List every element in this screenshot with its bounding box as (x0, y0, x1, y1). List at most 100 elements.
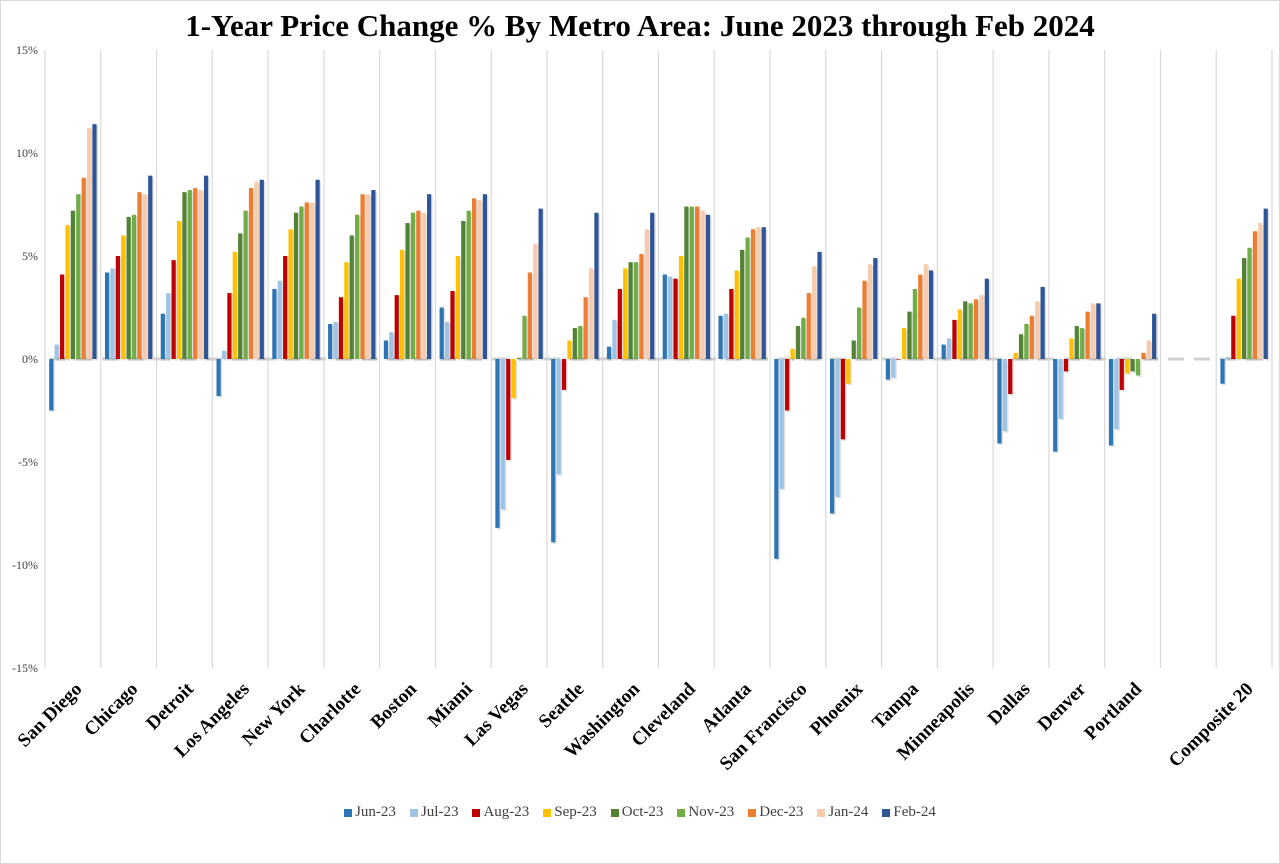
x-tick-label: Composite 20 (1165, 679, 1258, 772)
bar-oct-23 (1130, 359, 1135, 372)
bar-jan-24 (1146, 340, 1151, 359)
bar-jun-23 (997, 359, 1002, 444)
bar-sep-23 (288, 229, 293, 359)
legend-label: Nov-23 (688, 804, 735, 820)
legend-item: Jan-24 (817, 804, 868, 821)
bar-oct-23 (1018, 334, 1024, 359)
bar-feb-24 (1152, 313, 1157, 359)
bar-feb-24 (928, 270, 934, 359)
bar-jan-24 (310, 202, 315, 359)
bar-dec-23 (248, 188, 254, 359)
x-tick-label: Portland (1080, 678, 1146, 744)
bar-feb-24 (1263, 208, 1268, 359)
bar-jun-23 (49, 359, 54, 411)
bar-dec-23 (1252, 231, 1258, 359)
bar-feb-24 (259, 179, 264, 359)
bar-feb-24 (315, 179, 320, 359)
bar-sep-23 (1013, 352, 1018, 359)
bar-dec-23 (1141, 352, 1146, 359)
bar-sep-23 (121, 235, 126, 359)
bar-jun-23 (104, 272, 110, 359)
bar-sep-23 (1236, 278, 1241, 359)
bar-dec-23 (527, 272, 532, 359)
legend-item: Aug-23 (472, 804, 529, 821)
bar-dec-23 (193, 188, 198, 359)
bar-sep-23 (846, 359, 851, 384)
bar-sep-23 (957, 309, 962, 359)
x-tick-label: Boston (367, 678, 422, 733)
legend-swatch (882, 808, 891, 817)
bar-dec-23 (471, 198, 477, 359)
bar-feb-24 (371, 190, 376, 359)
x-tick-label: Tampa (868, 678, 923, 733)
bar-aug-23 (952, 319, 957, 359)
bar-jun-23 (551, 359, 556, 543)
bar-jan-24 (142, 194, 147, 359)
bar-nov-23 (1135, 359, 1141, 376)
bar-jul-23 (1114, 359, 1119, 430)
bar-oct-23 (349, 235, 354, 359)
legend-swatch (409, 808, 418, 817)
bar-oct-23 (70, 210, 75, 359)
bar-feb-24 (1040, 286, 1045, 359)
bar-nov-23 (410, 212, 416, 359)
bar-sep-23 (400, 249, 405, 359)
bar-jul-23 (110, 268, 115, 359)
x-tick-label: Dallas (984, 679, 1035, 730)
bar-jul-23 (835, 359, 840, 498)
legend: Jun-23 Jul-23 Aug-23 Sep-23 Oct-23 Nov-23 Dec-… (0, 804, 1280, 821)
bar-jan-24 (812, 266, 817, 359)
bar-feb-24 (761, 227, 766, 359)
bar-oct-23 (684, 206, 689, 359)
bar-aug-23 (338, 297, 344, 359)
bar-feb-24 (1096, 303, 1101, 359)
bar-oct-23 (182, 192, 187, 359)
bar-aug-23 (617, 288, 622, 359)
bar-dec-23 (1085, 311, 1090, 359)
bar-nov-23 (912, 288, 917, 359)
bar-nov-23 (1247, 247, 1252, 359)
bar-jul-23 (1225, 356, 1231, 359)
legend-swatch (472, 808, 481, 817)
bar-oct-23 (628, 262, 633, 359)
bar-dec-23 (81, 177, 86, 359)
bar-nov-23 (1024, 323, 1029, 359)
bar-jan-24 (477, 200, 482, 359)
bar-aug-23 (673, 278, 678, 359)
bar-jan-24 (923, 264, 928, 359)
chart-title: 1-Year Price Change % By Metro Area: Jun… (185, 8, 1095, 43)
bar-jul-23 (1002, 359, 1007, 432)
bar-aug-23 (171, 260, 176, 359)
bar-sep-23 (901, 328, 907, 359)
bar-feb-24 (817, 251, 822, 359)
bar-jun-23 (1220, 359, 1225, 384)
bar-aug-23 (896, 359, 901, 360)
bar-oct-23 (851, 340, 856, 359)
bar-jan-24 (1090, 303, 1096, 359)
bar-oct-23 (238, 233, 243, 359)
x-tick-label: Charlotte (295, 679, 365, 749)
bar-feb-24 (873, 258, 878, 359)
bar-jun-23 (1053, 359, 1058, 452)
bar-jan-24 (1258, 223, 1263, 359)
bar-jul-23 (333, 321, 338, 359)
bar-oct-23 (293, 212, 299, 359)
bar-sep-23 (567, 340, 572, 359)
bar-aug-23 (506, 359, 511, 460)
bar-jun-23 (272, 288, 277, 359)
bar-jul-23 (891, 359, 896, 378)
bar-aug-23 (1008, 359, 1013, 395)
bar-jul-23 (221, 350, 227, 359)
bar-jul-23 (500, 359, 505, 510)
legend-label: Oct-23 (621, 804, 664, 820)
bar-oct-23 (1242, 258, 1247, 359)
bar-nov-23 (578, 326, 583, 359)
bar-jun-23 (1108, 359, 1114, 446)
bar-sep-23 (511, 359, 516, 399)
legend-label: Feb-24 (893, 804, 936, 820)
bar-jan-24 (1035, 301, 1040, 359)
x-tick-label: Phoenix (806, 678, 867, 739)
bar-dec-23 (1029, 315, 1034, 359)
bar-dec-23 (416, 210, 421, 359)
